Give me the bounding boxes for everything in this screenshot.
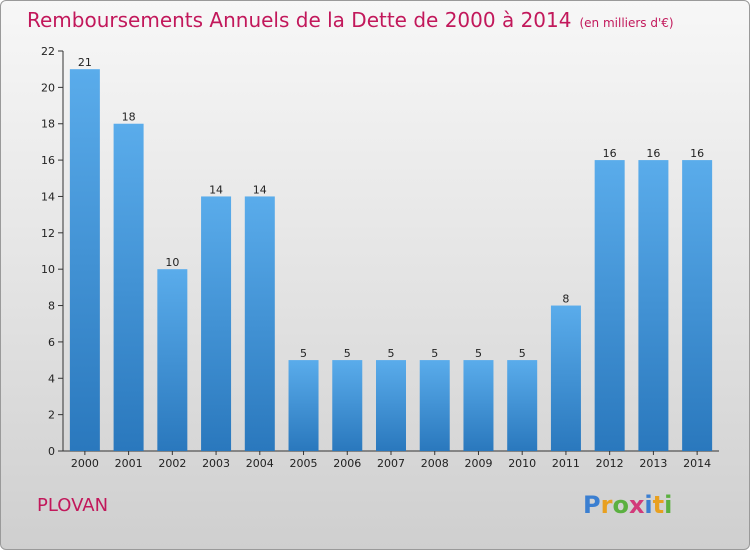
y-tick-label: 18: [41, 118, 55, 131]
data-label-2004: 14: [253, 183, 267, 196]
logo-letter: r: [600, 491, 613, 519]
y-tick-label: 0: [48, 445, 55, 458]
proxiti-logo: Proxiti: [583, 491, 672, 519]
y-tick-label: 14: [41, 190, 55, 203]
data-label-2000: 21: [78, 56, 92, 69]
x-tick-label-2008: 2008: [421, 457, 449, 470]
bar-2008: [419, 360, 450, 451]
data-label-2011: 8: [562, 293, 569, 306]
logo-letter: x: [628, 491, 645, 519]
y-tick-label: 12: [41, 227, 55, 240]
x-tick-label-2005: 2005: [290, 457, 318, 470]
y-tick-label: 10: [41, 263, 55, 276]
x-tick-label-2011: 2011: [552, 457, 580, 470]
bar-2010: [507, 360, 538, 451]
data-label-2002: 10: [165, 256, 179, 269]
bar-2007: [376, 360, 406, 451]
x-tick-label-2004: 2004: [246, 457, 274, 470]
x-tick-label-2007: 2007: [377, 457, 405, 470]
chart-subtitle: (en milliers d'€): [579, 16, 674, 30]
y-tick-label: 2: [48, 409, 55, 422]
logo-letter: i: [644, 491, 653, 519]
data-label-2006: 5: [344, 347, 351, 360]
bar-2001: [113, 123, 144, 452]
logo-letter: o: [612, 491, 629, 519]
bar-2002: [157, 269, 188, 451]
chart-title: Remboursements Annuels de la Dette de 20…: [27, 8, 674, 32]
data-label-2013: 16: [646, 147, 660, 160]
x-tick-label-2013: 2013: [639, 457, 667, 470]
logo-letter: i: [664, 491, 673, 519]
chart-title-text: Remboursements Annuels de la Dette de 20…: [27, 8, 572, 32]
bar-2005: [288, 360, 319, 451]
bar-2014: [682, 160, 713, 451]
data-label-2007: 5: [388, 347, 395, 360]
y-tick-label: 6: [48, 336, 55, 349]
bar-2012: [594, 160, 625, 451]
y-tick-label: 22: [41, 45, 55, 58]
bar-2013: [638, 160, 669, 451]
bar-2004: [244, 196, 275, 451]
data-label-2014: 16: [690, 147, 704, 160]
place-name: PLOVAN: [37, 495, 109, 516]
bar-2000: [69, 69, 100, 451]
x-tick-label-2001: 2001: [115, 457, 143, 470]
y-tick-label: 4: [48, 372, 55, 385]
data-label-2010: 5: [519, 347, 526, 360]
bar-2009: [463, 360, 494, 451]
logo-letter: t: [652, 491, 665, 519]
data-label-2005: 5: [300, 347, 307, 360]
data-label-2008: 5: [431, 347, 438, 360]
bar-2006: [332, 360, 363, 451]
x-tick-label-2014: 2014: [683, 457, 711, 470]
y-tick-label: 8: [48, 300, 55, 313]
data-label-2012: 16: [603, 147, 617, 160]
x-tick-label-2002: 2002: [158, 457, 186, 470]
x-tick-label-2003: 2003: [202, 457, 230, 470]
data-label-2001: 18: [122, 111, 136, 124]
y-tick-label: 20: [41, 81, 55, 94]
bar-2003: [201, 196, 232, 451]
x-tick-label-2000: 2000: [71, 457, 99, 470]
x-tick-label-2012: 2012: [596, 457, 624, 470]
logo-letter: P: [583, 491, 601, 519]
y-tick-label: 16: [41, 154, 55, 167]
data-label-2003: 14: [209, 183, 223, 196]
x-tick-label-2010: 2010: [508, 457, 536, 470]
bar-2011: [550, 305, 581, 451]
x-tick-label-2006: 2006: [333, 457, 361, 470]
data-label-2009: 5: [475, 347, 482, 360]
x-tick-label-2009: 2009: [464, 457, 492, 470]
